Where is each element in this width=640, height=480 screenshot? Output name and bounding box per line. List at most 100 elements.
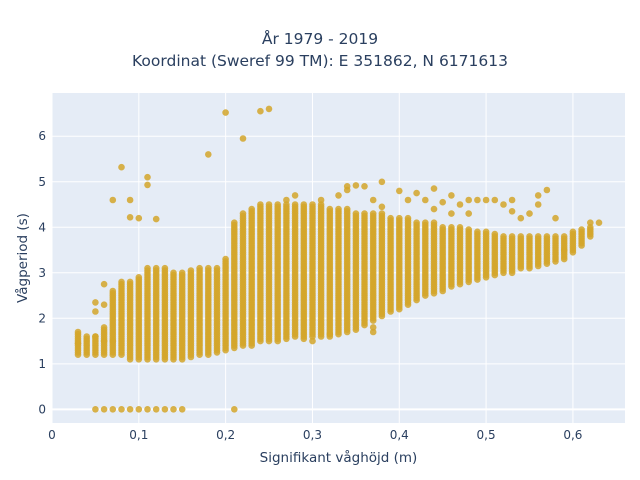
scatter-points — [74, 105, 603, 413]
data-point — [482, 196, 490, 204]
data-point — [135, 214, 143, 222]
data-point — [335, 192, 342, 199]
data-point — [265, 105, 273, 113]
data-point — [534, 233, 542, 240]
data-point — [309, 337, 316, 345]
x-tick-label: 0,2 — [216, 428, 235, 442]
data-point — [404, 214, 412, 222]
data-point — [587, 219, 594, 226]
data-point — [109, 337, 117, 345]
data-point — [100, 324, 108, 331]
data-point — [170, 269, 177, 277]
data-point — [560, 246, 568, 254]
data-point — [422, 219, 429, 226]
data-point — [300, 201, 308, 208]
data-point — [144, 406, 151, 413]
chart-title-line1: År 1979 - 2019 — [261, 30, 379, 48]
data-point — [274, 201, 282, 208]
data-point — [144, 264, 151, 272]
data-point — [283, 196, 290, 204]
data-point — [595, 219, 603, 226]
data-point — [326, 205, 334, 213]
data-point — [144, 173, 151, 181]
data-point — [448, 210, 455, 217]
data-point — [213, 264, 221, 272]
data-point — [144, 181, 151, 189]
data-point — [135, 406, 143, 413]
data-point — [335, 205, 342, 213]
data-point — [83, 333, 90, 340]
data-point — [118, 406, 125, 413]
x-tick-labels: 0 0,1 0,2 0,3 0,4 0,5 0,6 — [48, 428, 582, 442]
data-point — [378, 178, 386, 186]
chart-title-line2: Koordinat (Sweref 99 TM): E 351862, N 61… — [132, 52, 508, 70]
data-point — [465, 196, 473, 204]
data-point — [118, 163, 125, 171]
data-point — [413, 219, 420, 226]
data-point — [343, 186, 351, 194]
data-point — [543, 186, 551, 194]
data-point — [187, 267, 195, 274]
y-tick-label: 0 — [38, 402, 46, 416]
data-point — [569, 228, 577, 236]
data-point — [491, 230, 499, 238]
data-point — [74, 340, 82, 347]
data-point — [92, 308, 99, 315]
data-point — [352, 210, 360, 217]
data-point — [361, 210, 368, 217]
x-tick-label: 0 — [48, 428, 56, 442]
data-point — [369, 328, 377, 336]
data-point — [265, 201, 273, 208]
data-point — [526, 233, 533, 240]
data-point — [100, 280, 108, 288]
data-point — [231, 219, 238, 226]
data-point — [291, 201, 299, 208]
data-point — [343, 205, 351, 213]
data-point — [100, 301, 108, 309]
data-point — [118, 278, 125, 286]
data-point — [387, 214, 394, 222]
data-point — [430, 205, 438, 213]
data-point — [317, 196, 325, 204]
data-point — [508, 233, 516, 240]
data-point — [552, 214, 559, 222]
data-point — [92, 299, 99, 306]
data-point — [152, 215, 160, 223]
data-point — [500, 201, 507, 208]
data-point — [474, 228, 481, 236]
data-point — [205, 264, 212, 272]
data-point — [135, 274, 143, 281]
data-point — [378, 203, 386, 211]
data-point — [300, 335, 308, 343]
y-axis-title: Vågperiod (s) — [14, 213, 31, 303]
data-point — [109, 406, 117, 413]
data-point — [560, 233, 568, 240]
y-tick-labels: 0 1 2 3 4 5 6 — [38, 129, 46, 416]
data-point — [543, 233, 551, 240]
data-point — [239, 135, 247, 142]
x-axis-title: Signifikant våghöjd (m) — [260, 449, 418, 466]
data-point — [413, 189, 420, 197]
data-point — [439, 224, 447, 231]
data-point — [430, 185, 438, 192]
data-point — [378, 210, 386, 217]
data-point — [439, 198, 447, 206]
data-point — [422, 196, 429, 204]
data-point — [126, 196, 134, 204]
data-point — [152, 264, 160, 272]
data-point — [534, 201, 542, 208]
data-point — [465, 226, 473, 233]
x-tick-label: 0,5 — [477, 428, 496, 442]
data-point — [152, 406, 160, 413]
data-point — [508, 196, 516, 204]
data-point — [100, 406, 108, 413]
data-point — [465, 210, 473, 217]
data-point — [491, 196, 499, 204]
y-tick-label: 4 — [38, 220, 46, 234]
data-point — [552, 233, 559, 240]
data-point — [369, 210, 377, 217]
data-point — [196, 264, 203, 272]
data-point — [92, 333, 99, 340]
data-point — [396, 187, 403, 195]
